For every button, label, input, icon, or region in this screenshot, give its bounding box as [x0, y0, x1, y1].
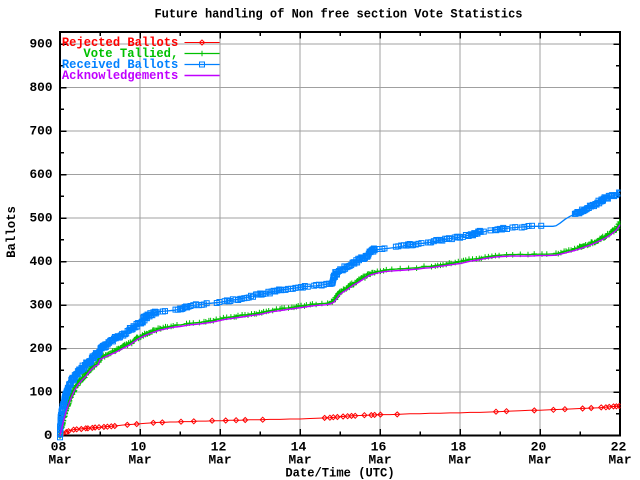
svg-text:Date/Time (UTC): Date/Time (UTC) [285, 465, 394, 480]
svg-text:20: 20 [531, 439, 547, 454]
svg-text:Ballots: Ballots [4, 206, 19, 258]
svg-text:600: 600 [30, 167, 53, 182]
svg-text:0: 0 [44, 428, 53, 443]
svg-text:100: 100 [30, 385, 53, 400]
svg-text:Mar: Mar [289, 452, 312, 467]
svg-text:900: 900 [30, 37, 53, 52]
svg-text:Rejected Ballots: Rejected Ballots [62, 35, 179, 50]
svg-text:Mar: Mar [369, 452, 392, 467]
svg-text:16: 16 [371, 439, 387, 454]
svg-text:400: 400 [30, 254, 53, 269]
svg-text:300: 300 [30, 298, 53, 313]
svg-text:200: 200 [30, 341, 53, 356]
svg-text:08: 08 [51, 439, 67, 454]
svg-text:Mar: Mar [129, 452, 152, 467]
svg-text:500: 500 [30, 211, 53, 226]
svg-text:Mar: Mar [609, 452, 632, 467]
svg-text:Acknowledgements: Acknowledgements [62, 68, 179, 83]
svg-text:12: 12 [211, 439, 227, 454]
svg-text:700: 700 [30, 124, 53, 139]
svg-text:Mar: Mar [529, 452, 552, 467]
svg-text:Mar: Mar [449, 452, 472, 467]
svg-text:Received Ballots: Received Ballots [62, 57, 179, 72]
svg-text:Vote Tallied,: Vote Tallied, [83, 46, 178, 61]
svg-text:18: 18 [451, 439, 467, 454]
svg-text:800: 800 [30, 80, 53, 95]
svg-text:Future handling of Non free se: Future handling of Non free section Vote… [154, 7, 522, 22]
svg-text:10: 10 [131, 439, 147, 454]
svg-text:14: 14 [291, 439, 307, 454]
svg-text:22: 22 [611, 439, 627, 454]
svg-text:Mar: Mar [49, 452, 72, 467]
svg-text:Mar: Mar [209, 452, 232, 467]
